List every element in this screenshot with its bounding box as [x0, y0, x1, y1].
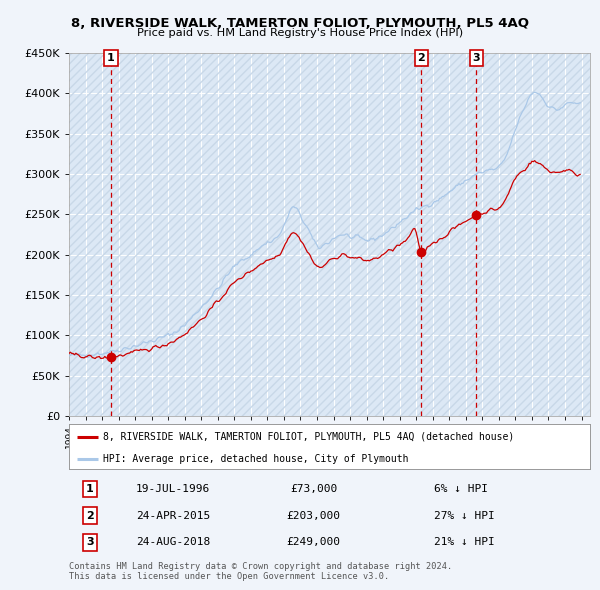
Text: 21% ↓ HPI: 21% ↓ HPI	[434, 537, 494, 548]
Text: Contains HM Land Registry data © Crown copyright and database right 2024.: Contains HM Land Registry data © Crown c…	[69, 562, 452, 571]
Text: £249,000: £249,000	[287, 537, 341, 548]
Text: 3: 3	[473, 53, 480, 63]
Text: 2: 2	[86, 511, 94, 520]
Text: 24-APR-2015: 24-APR-2015	[136, 511, 210, 520]
Text: £203,000: £203,000	[287, 511, 341, 520]
Text: 6% ↓ HPI: 6% ↓ HPI	[434, 484, 488, 494]
Text: 19-JUL-1996: 19-JUL-1996	[136, 484, 210, 494]
Text: 3: 3	[86, 537, 94, 548]
Text: 27% ↓ HPI: 27% ↓ HPI	[434, 511, 494, 520]
Text: £73,000: £73,000	[290, 484, 337, 494]
Text: 1: 1	[86, 484, 94, 494]
Text: 1: 1	[107, 53, 115, 63]
Text: 2: 2	[418, 53, 425, 63]
Text: 8, RIVERSIDE WALK, TAMERTON FOLIOT, PLYMOUTH, PL5 4AQ (detached house): 8, RIVERSIDE WALK, TAMERTON FOLIOT, PLYM…	[103, 432, 514, 442]
Text: This data is licensed under the Open Government Licence v3.0.: This data is licensed under the Open Gov…	[69, 572, 389, 581]
Text: HPI: Average price, detached house, City of Plymouth: HPI: Average price, detached house, City…	[103, 454, 409, 464]
Text: Price paid vs. HM Land Registry's House Price Index (HPI): Price paid vs. HM Land Registry's House …	[137, 28, 463, 38]
Text: 8, RIVERSIDE WALK, TAMERTON FOLIOT, PLYMOUTH, PL5 4AQ: 8, RIVERSIDE WALK, TAMERTON FOLIOT, PLYM…	[71, 17, 529, 30]
Text: 24-AUG-2018: 24-AUG-2018	[136, 537, 210, 548]
